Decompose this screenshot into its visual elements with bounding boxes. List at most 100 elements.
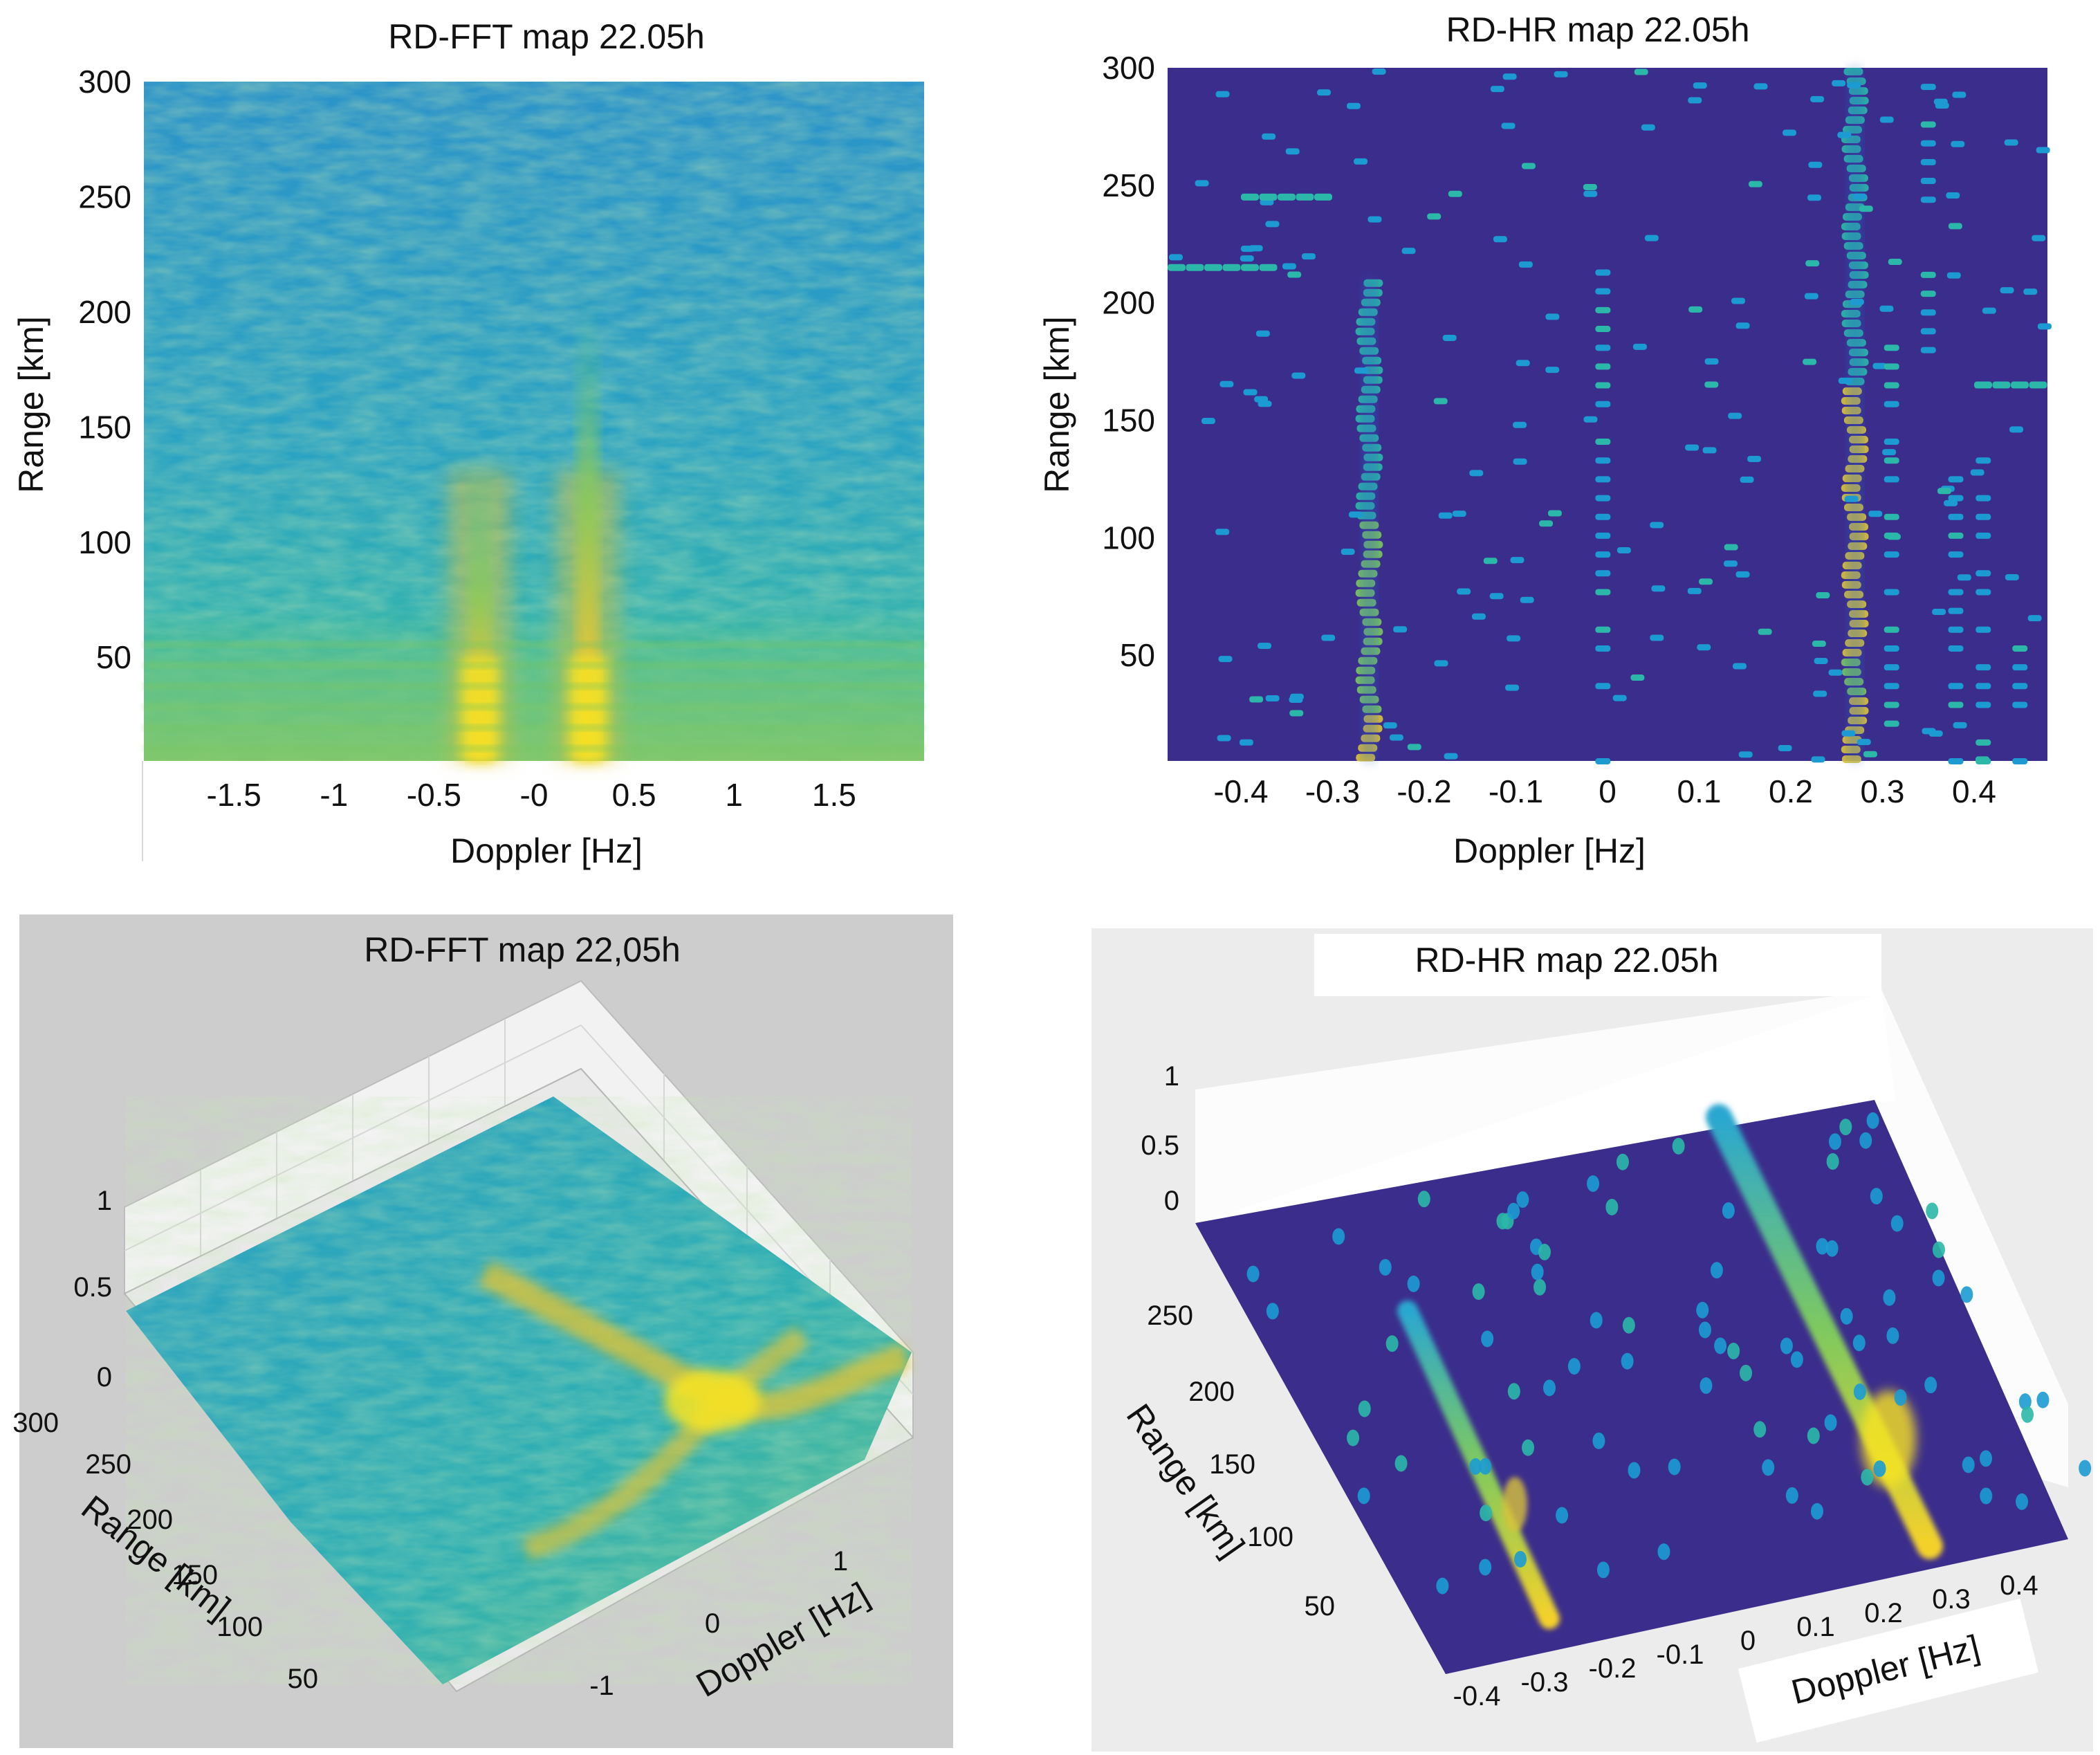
- rd-hr-2d-detection: [1389, 734, 1403, 741]
- rd-hr-2d-detection: [1258, 643, 1272, 650]
- rd-hr-3d-small-peak: [1932, 1241, 1945, 1258]
- rd-hr-2d-detection: [1265, 695, 1280, 701]
- rd-hr-3d-small-peak: [1840, 1307, 1853, 1325]
- rd-hr-2d-detection: [1953, 722, 1967, 728]
- rd-fft-3d-panel: RD-FFT map 22,05h 0 0.5 1 50 100 150 200 250 30…: [12, 915, 953, 1748]
- rd-hr-3d-small-peak: [1826, 1152, 1839, 1170]
- rd-hr-2d-detection: [1837, 131, 1852, 138]
- rd-hr-2d-detection: [1367, 216, 1382, 223]
- rd-hr-2d-column-cell: [2012, 683, 2028, 690]
- rd-hr-2d-detection: [1724, 560, 1738, 567]
- rd-hr-3d-small-peak: [2018, 1393, 2032, 1411]
- rd-hr-3d-range-tick: 200: [1188, 1377, 1235, 1407]
- rd-hr-2d-detection: [1852, 193, 1867, 200]
- rd-hr-2d-detection: [1239, 739, 1253, 746]
- rd-hr-2d-detection: [1282, 263, 1296, 270]
- rd-hr-2d-detection: [1168, 254, 1183, 261]
- rd-hr-2d-detection: [1868, 511, 1883, 517]
- rd-hr-3d-small-peak: [1590, 1312, 1603, 1329]
- rd-fft-3d-surface-texture: [126, 1096, 912, 1684]
- rd-hr-2d-column-cell: [1948, 626, 1964, 633]
- rd-hr-3d-small-peak: [1469, 1458, 1482, 1475]
- rd-hr-3d-small-peak: [1870, 1188, 1883, 1205]
- rd-hr-2d-detection: [1732, 663, 1747, 670]
- rd-hr-2d-detection: [1510, 557, 1525, 564]
- rd-hr-3d-small-peak: [1698, 1321, 1711, 1339]
- rd-hr-2d-detection: [1317, 89, 1332, 96]
- rd-hr-2d-detection: [1693, 82, 1707, 89]
- rd-hr-2d-column-cell: [1595, 626, 1611, 633]
- rd-hr-2d-detection: [1218, 656, 1233, 663]
- rd-hr-3d-small-peak: [1668, 1458, 1681, 1476]
- rd-hr-3d-small-peak: [1621, 1352, 1634, 1370]
- rd-fft-3d-range-tick: 300: [12, 1408, 59, 1438]
- rd-hr-2d-detection: [1702, 447, 1717, 454]
- rd-hr-2d-detection: [1863, 751, 1877, 757]
- rd-hr-3d-small-peak: [1479, 1559, 1492, 1576]
- rd-hr-2d-detection: [1952, 91, 1967, 98]
- rd-hr-2d-detection: [1287, 271, 1302, 278]
- rd-hr-3d-small-peak: [1932, 1269, 1945, 1287]
- rd-hr-2d-detection: [1348, 511, 1363, 518]
- rd-hr-2d-detection: [1651, 585, 1666, 592]
- rd-hr-2d-column-cell: [1920, 291, 1936, 297]
- rd-hr-2d-column-cell: [1948, 645, 1964, 652]
- rd-hr-3d-small-peak: [1507, 1202, 1520, 1220]
- rd-hr-3d-small-peak: [1722, 1202, 1735, 1219]
- rd-hr-3d-doppler-tick: 0.1: [1796, 1612, 1835, 1642]
- rd-hr-2d-detection: [1879, 116, 1894, 123]
- rd-hr-2d-detection: [1427, 213, 1442, 220]
- rd-hr-2d-detection: [1539, 520, 1554, 527]
- rd-hr-2d-column-cell: [1883, 701, 1899, 708]
- rd-fft-3d-doppler-tick: 1: [833, 1546, 848, 1577]
- rd-hr-3d-small-peak: [1358, 1400, 1371, 1417]
- rd-hr-2d-detection: [1753, 83, 1768, 90]
- rd-hr-2d-streak: [1259, 193, 1278, 201]
- rd-hr-2d-column-cell: [1883, 363, 1899, 370]
- rd-hr-2d-detection: [1201, 418, 1215, 425]
- rd-hr-2d-xtick: -0.1: [1489, 773, 1543, 809]
- rd-hr-2d-detection: [1948, 223, 1962, 230]
- rd-hr-2d-detection: [1433, 398, 1448, 405]
- rd-hr-3d-small-peak: [1980, 1450, 1993, 1467]
- rd-hr-2d-column-cell: [1975, 758, 1991, 764]
- rd-hr-2d-column-cell: [1920, 178, 1936, 185]
- rd-hr-2d-column-cell: [1883, 664, 1899, 671]
- rd-hr-2d-streak: [2029, 381, 2047, 389]
- rd-hr-2d-detection: [1805, 260, 1820, 267]
- rd-hr-2d-detection: [1457, 588, 1471, 595]
- rd-fft-3d-doppler-tick: 0: [705, 1608, 720, 1639]
- rd-hr-2d-column-cell: [1883, 626, 1899, 633]
- rd-hr-3d-doppler-tick: -0.4: [1453, 1681, 1501, 1711]
- rd-fft-3d-range-tick: 200: [127, 1505, 173, 1535]
- rd-hr-2d-detection: [1937, 488, 1951, 495]
- rd-hr-3d-small-peak: [1785, 1487, 1798, 1504]
- rd-fft-2d-ytick: 150: [78, 409, 131, 445]
- rd-fft-2d-range-stripes: [144, 641, 924, 752]
- rd-fft-2d-panel: RD-FFT map 22.05h 50 100 150 200 250 300 -1.5…: [12, 17, 924, 870]
- rd-hr-2d-detection: [1240, 246, 1255, 252]
- rd-hr-2d-detection: [1469, 470, 1484, 477]
- rd-hr-3d-small-peak: [1538, 1243, 1551, 1260]
- rd-hr-2d-detection: [1513, 458, 1527, 465]
- rd-hr-2d-detection: [1841, 730, 1856, 737]
- rd-hr-2d-detection: [1507, 635, 1521, 642]
- rd-hr-2d-detection: [1243, 389, 1258, 396]
- rd-hr-2d-column-cell: [1920, 121, 1936, 128]
- rd-hr-3d-small-peak: [1479, 1458, 1492, 1475]
- rd-hr-2d-column-cell: [1595, 645, 1611, 652]
- rd-fft-2d-stripe: [144, 704, 924, 710]
- rd-hr-3d-ztick: 0: [1164, 1186, 1179, 1216]
- rd-hr-2d-detection: [1688, 97, 1702, 104]
- rd-hr-2d-streak: [1168, 264, 1186, 271]
- rd-hr-2d-detection: [1285, 148, 1300, 155]
- rd-hr-3d-small-peak: [1700, 1377, 1713, 1395]
- rd-hr-2d-detection: [1258, 401, 1272, 407]
- rd-hr-3d-small-peak: [1672, 1137, 1685, 1155]
- rd-hr-2d-column-cell: [1975, 664, 1991, 671]
- rd-hr-2d-column-cell: [1975, 626, 1991, 633]
- rd-hr-3d-small-peak: [1480, 1505, 1493, 1522]
- rd-hr-2d-column-cell: [1948, 758, 1964, 764]
- rd-fft-2d-xtick: 1.5: [812, 777, 856, 813]
- rd-hr-2d-detection: [1816, 592, 1830, 599]
